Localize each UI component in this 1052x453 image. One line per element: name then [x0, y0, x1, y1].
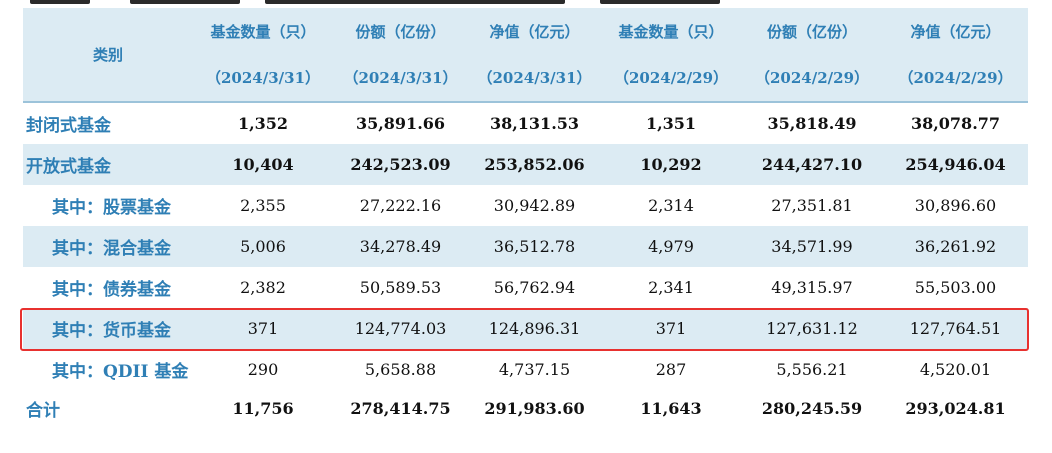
table-cell: 27,351.81 [771, 196, 853, 215]
row-category: 其中：股票基金 [52, 198, 171, 218]
row-category: 其中：货币基金 [23, 308, 193, 349]
table-cell: 1,352 [237, 114, 289, 133]
category-header: 类别 [23, 8, 193, 103]
table-cell: 49,315.97 [771, 278, 853, 297]
column-header-label: 份额（亿份） [741, 8, 883, 54]
table-cell: 371 [193, 308, 333, 349]
table-cell: 50,589.53 [359, 278, 442, 297]
column-header-label: 净值（亿元） [883, 8, 1028, 54]
table-cell: 30,896.60 [914, 196, 997, 215]
table-cell: 127,764.51 [883, 308, 1028, 349]
fund-statistics-table: 类别 基金数量（只） 份额（亿份） 净值（亿元） 基金数量（只） 份额（亿份） … [23, 8, 1028, 426]
table-cell: 2,355 [240, 196, 286, 215]
table-cell: 280,245.59 [761, 398, 863, 418]
table-cell: 55,503.00 [914, 278, 997, 297]
header-row-labels: 类别 基金数量（只） 份额（亿份） 净值（亿元） 基金数量（只） 份额（亿份） … [23, 8, 1028, 103]
table-cell: 4,737.15 [498, 360, 571, 379]
table-cell: 2,341 [648, 278, 694, 297]
cropped-text-strip [0, 0, 1052, 8]
table-cell: 291,983.60 [484, 398, 585, 418]
table-cell: 242,523.09 [333, 144, 468, 185]
table-cell: 4,979 [601, 226, 741, 267]
table-cell: 38,131.53 [489, 114, 580, 133]
row-category: 封闭式基金 [26, 116, 111, 136]
table-cell: 244,427.10 [741, 144, 883, 185]
column-header-label: 净值（亿元） [468, 8, 601, 54]
table-cell: 371 [601, 308, 741, 349]
table-cell: 11,756 [232, 398, 294, 418]
table-cell: 278,414.75 [350, 398, 451, 418]
table-cell: 5,556.21 [776, 360, 848, 379]
column-header-date: （2024/2/29） [883, 54, 1028, 103]
table-cell: 253,852.06 [468, 144, 601, 185]
table-row-open-end: 开放式基金 10,404 242,523.09 253,852.06 10,29… [23, 144, 1028, 185]
row-category: 其中：混合基金 [23, 226, 193, 267]
table-cell: 30,942.89 [493, 196, 576, 215]
column-header-label: 基金数量（只） [193, 8, 333, 54]
table-cell: 11,643 [640, 398, 702, 418]
table-cell: 290 [247, 360, 279, 379]
table-cell: 127,631.12 [741, 308, 883, 349]
column-header-label: 份额（亿份） [333, 8, 468, 54]
table-cell: 254,946.04 [883, 144, 1028, 185]
table-row-money-market: 其中：货币基金 371 124,774.03 124,896.31 371 12… [23, 308, 1028, 349]
table-cell: 1,351 [645, 114, 697, 133]
table-cell: 124,896.31 [468, 308, 601, 349]
table-row-qdii: 其中：QDII 基金 290 5,658.88 4,737.15 287 5,5… [23, 349, 1028, 390]
table-cell: 35,818.49 [767, 114, 857, 133]
row-category: 其中：债券基金 [52, 280, 171, 300]
table-cell: 4,520.01 [919, 360, 992, 379]
table-cell: 2,382 [240, 278, 286, 297]
row-category: 其中：QDII 基金 [52, 362, 189, 382]
column-header-date: （2024/2/29） [601, 54, 741, 103]
column-header-date: （2024/3/31） [333, 54, 468, 103]
table-cell: 287 [655, 360, 687, 379]
row-category: 合计 [26, 400, 60, 421]
column-header-date: （2024/2/29） [741, 54, 883, 103]
table-cell: 10,404 [193, 144, 333, 185]
table-cell: 5,006 [193, 226, 333, 267]
table-cell: 34,571.99 [741, 226, 883, 267]
table-row-bond: 其中：债券基金 2,382 50,589.53 56,762.94 2,341 … [23, 267, 1028, 308]
table-cell: 34,278.49 [333, 226, 468, 267]
column-header-date: （2024/3/31） [193, 54, 333, 103]
table-cell: 36,512.78 [468, 226, 601, 267]
table-cell: 10,292 [601, 144, 741, 185]
table-cell: 38,078.77 [910, 114, 1001, 133]
table-row-closed-end: 封闭式基金 1,352 35,891.66 38,131.53 1,351 35… [23, 102, 1028, 144]
table-row-stock: 其中：股票基金 2,355 27,222.16 30,942.89 2,314 … [23, 185, 1028, 226]
table-cell: 35,891.66 [355, 114, 446, 133]
table-cell: 293,024.81 [905, 398, 1006, 418]
table-row-total: 合计 11,756 278,414.75 291,983.60 11,643 2… [23, 390, 1028, 426]
column-header-label: 基金数量（只） [601, 8, 741, 54]
row-category: 开放式基金 [23, 144, 193, 185]
table-cell: 124,774.03 [333, 308, 468, 349]
table-cell: 36,261.92 [883, 226, 1028, 267]
table-row-mixed: 其中：混合基金 5,006 34,278.49 36,512.78 4,979 … [23, 226, 1028, 267]
header-row-dates: （2024/3/31） （2024/3/31） （2024/3/31） （202… [23, 54, 1028, 103]
table-cell: 5,658.88 [364, 360, 437, 379]
table-cell: 2,314 [648, 196, 694, 215]
column-header-date: （2024/3/31） [468, 54, 601, 103]
table-cell: 27,222.16 [359, 196, 442, 215]
table-cell: 56,762.94 [493, 278, 576, 297]
